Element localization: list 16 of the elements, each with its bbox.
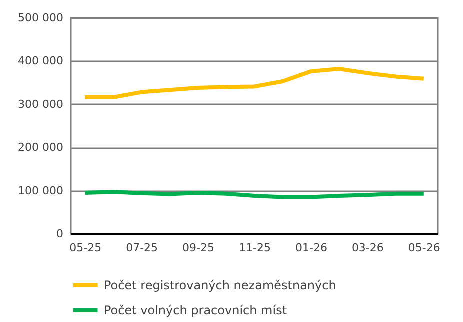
x-tick-label: 03-26 bbox=[352, 242, 384, 254]
x-tick-label: 07-25 bbox=[126, 242, 158, 254]
x-tick-label: 09-25 bbox=[182, 242, 215, 254]
y-tick-label: 100 000 bbox=[18, 184, 64, 198]
legend-label: Počet registrovaných nezaměstnaných bbox=[104, 278, 336, 292]
y-tick-label: 500 000 bbox=[18, 12, 64, 24]
y-tick-label: 0 bbox=[56, 228, 64, 240]
x-tick-label: 05-25 bbox=[70, 242, 102, 254]
y-tick-label: 400 000 bbox=[18, 54, 64, 68]
y-tick-label: 300 000 bbox=[18, 98, 64, 111]
y-tick-label: 200 000 bbox=[18, 141, 64, 154]
legend-label: Počet volných pracovních míst bbox=[104, 304, 288, 318]
x-tick-label: 01-26 bbox=[295, 242, 328, 254]
line-series bbox=[83, 66, 426, 100]
x-tick-label: 11-25 bbox=[239, 242, 271, 254]
x-tick-label: 05-26 bbox=[408, 242, 440, 254]
